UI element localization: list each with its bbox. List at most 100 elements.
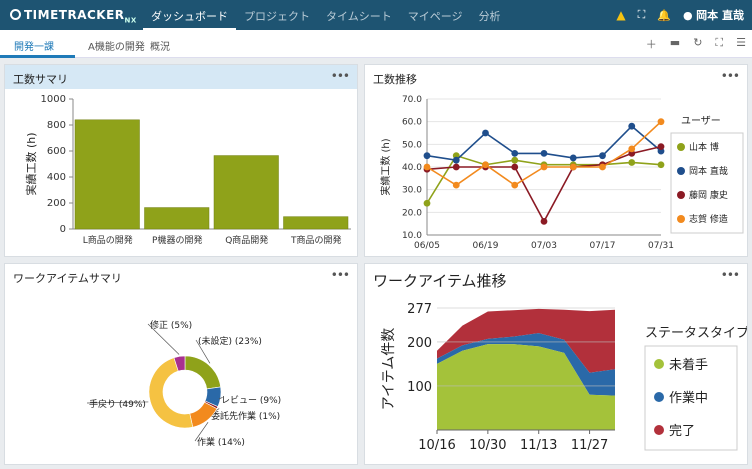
top-bar: TIMETRACKERNX ダッシュボード プロジェクト タイムシート マイペー… (0, 0, 752, 30)
top-right-tools: ▲ ⛶ 🔔 ● 岡本 直哉 (616, 0, 744, 30)
x-tick-label: 11/27 (571, 438, 608, 453)
bar (144, 207, 210, 230)
legend-marker (677, 215, 685, 223)
user-name: 岡本 直哉 (696, 9, 744, 22)
sub-bar: 開発一課 A機能の開発 概況 ＋ ▬ ↻ ⛶ ☰ (0, 30, 752, 58)
y-tick-label: 50.0 (402, 140, 422, 150)
pie-slice (173, 355, 186, 372)
panel-work-summary: 工数サマリ ••• 0 200 400 600 800 1000 L商品の開発 P機器の開発 Q… (4, 64, 358, 257)
x-tick-label: T商品の開発 (290, 234, 342, 246)
x-tick-label: 06/19 (473, 241, 499, 251)
y-tick-label: 600 (47, 146, 66, 157)
data-point (423, 152, 431, 160)
tab-feature-a[interactable]: A機能の開発 (88, 42, 145, 53)
legend-marker (677, 191, 685, 199)
leader-line (194, 421, 209, 442)
data-point (628, 145, 636, 153)
warning-icon[interactable]: ▲ (616, 8, 626, 22)
y-tick-label: 10.0 (402, 231, 422, 241)
panel-title: 工数推移 (373, 73, 417, 86)
y-tick-label: 1000 (41, 94, 66, 105)
y-tick-label: 0 (60, 224, 66, 235)
y-tick-label: 20.0 (402, 208, 422, 218)
legend-title: ステータスタイプ (645, 326, 747, 341)
y-tick-label: 200 (407, 336, 432, 351)
data-point (511, 181, 519, 189)
legend-title: ユーザー (681, 115, 721, 127)
panel-work-trend: 工数推移 ••• 10.0 20.0 30.0 40.0 50.0 60.0 70.0 06/… (364, 64, 748, 257)
x-tick-label: 10/16 (418, 438, 455, 453)
legend-marker (654, 392, 664, 402)
refresh-icon[interactable]: ↻ (693, 36, 703, 49)
x-tick-label: 07/03 (531, 241, 557, 251)
legend-label: 作業中 (669, 390, 708, 406)
panel-workitem-trend: ワークアイテム推移 ••• 100 200 277 10/16 10/30 11/13 11… (364, 263, 749, 465)
panel-menu-icon[interactable]: ••• (720, 69, 740, 83)
legend-label: 未着手 (669, 357, 708, 373)
data-point (657, 118, 665, 126)
x-tick-label: 06/05 (414, 241, 440, 251)
y-tick-label: 40.0 (402, 163, 422, 173)
leader-line (195, 339, 211, 364)
x-tick-label: L商品の開発 (83, 234, 133, 246)
data-point (599, 152, 606, 160)
nav-timesheet[interactable]: タイムシート (326, 10, 392, 23)
data-point (540, 218, 548, 225)
data-point (511, 163, 519, 171)
legend-label: 藤岡 康史 (689, 189, 728, 201)
slice-label: 修正 (5%) (150, 319, 192, 331)
legend-marker (677, 143, 685, 151)
panel-workitem-summary: ワークアイテムサマリ ••• (未設定) (23%) レビュー (9%) 委託先作業… (4, 263, 358, 465)
active-tab-indicator (0, 55, 75, 58)
bell-icon[interactable]: 🔔 (657, 8, 672, 22)
menu-icon[interactable]: ☰ (736, 36, 746, 49)
pie-slice (184, 355, 221, 390)
panel-menu-icon[interactable]: ••• (720, 268, 740, 282)
x-tick-label: Q商品開発 (225, 234, 268, 246)
data-point (482, 129, 489, 137)
nav-dashboard[interactable]: ダッシュボード (143, 0, 236, 30)
leader-line (147, 323, 180, 355)
clock-icon (10, 9, 21, 20)
x-tick-label: 07/17 (590, 241, 616, 251)
data-point (657, 143, 665, 150)
sub-toolbar: ＋ ▬ ↻ ⛶ ☰ (646, 36, 746, 52)
y-tick-label: 30.0 (402, 186, 422, 196)
add-icon[interactable]: ＋ (645, 38, 657, 51)
y-tick-label: 70.0 (402, 95, 422, 105)
nav-mypage[interactable]: マイページ (407, 10, 463, 23)
bar (213, 155, 279, 230)
slice-label: (未設定) (23%) (198, 335, 262, 347)
x-tick-label: 07/31 (648, 241, 674, 251)
y-tick-label: 277 (407, 302, 432, 317)
slice-label: 作業 (14%) (197, 436, 245, 448)
fullscreen-icon[interactable]: ⛶ (637, 8, 646, 21)
data-point (511, 150, 519, 157)
panel-title: ワークアイテムサマリ (13, 272, 122, 285)
folder-icon[interactable]: ▬ (669, 36, 681, 49)
logo-text: TIMETRACKER (24, 8, 125, 22)
y-tick-label: 800 (47, 120, 66, 131)
area-layer (437, 344, 615, 430)
tab-team[interactable]: 開発一課 (14, 42, 54, 53)
data-point (452, 163, 460, 171)
y-axis-label: 実績工数 (h) (379, 138, 392, 195)
user-menu[interactable]: ● 岡本 直哉 (683, 7, 744, 23)
panel-menu-icon[interactable]: ••• (330, 268, 350, 282)
app-logo[interactable]: TIMETRACKERNX (10, 8, 137, 24)
data-point (423, 199, 431, 207)
donut-chart: (未設定) (23%) レビュー (9%) 委託先作業 (1%) 作業 (14%) 手戻… (86, 319, 281, 448)
tab-overview[interactable]: 概況 (150, 42, 170, 53)
slice-label: 手戻り (49%) (89, 398, 146, 410)
bar-chart: 0 200 400 600 800 1000 L商品の開発 P機器の開発 Q商品開発 T商品の開発… (24, 94, 351, 246)
y-tick-label: 200 (47, 198, 66, 209)
panel-menu-icon[interactable]: ••• (330, 69, 350, 83)
user-avatar-icon: ● (683, 9, 693, 22)
nav-analytics[interactable]: 分析 (478, 10, 501, 23)
nav-projects[interactable]: プロジェクト (244, 10, 310, 23)
y-tick-label: 100 (407, 380, 432, 395)
data-point (452, 156, 460, 164)
x-tick-label: P機器の開発 (152, 234, 202, 246)
legend-marker (654, 425, 664, 435)
expand-icon[interactable]: ⛶ (715, 36, 724, 49)
